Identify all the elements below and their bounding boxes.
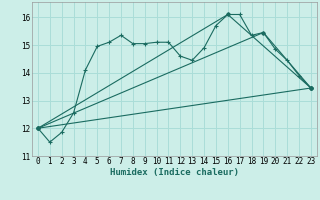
- X-axis label: Humidex (Indice chaleur): Humidex (Indice chaleur): [110, 168, 239, 177]
